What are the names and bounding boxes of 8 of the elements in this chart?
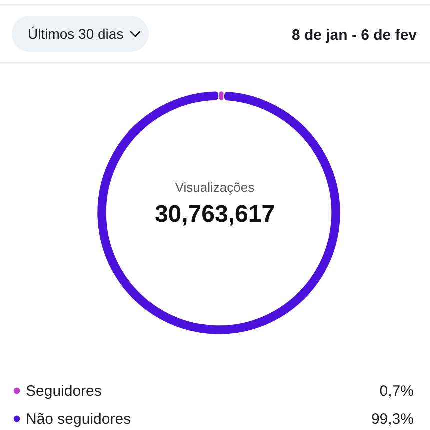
text: Últimos 30 dias [28,26,124,42]
text: Visualizações [175,180,256,195]
text: 30,763,617 [154,201,276,228]
text: 8 de jan - 6 de fev [292,27,418,44]
legend-label: Não seguidores [26,411,132,428]
data-label: 99,3% [371,411,414,428]
legend-label: Seguidores [26,383,102,400]
data-label: 0,7% [380,383,414,400]
